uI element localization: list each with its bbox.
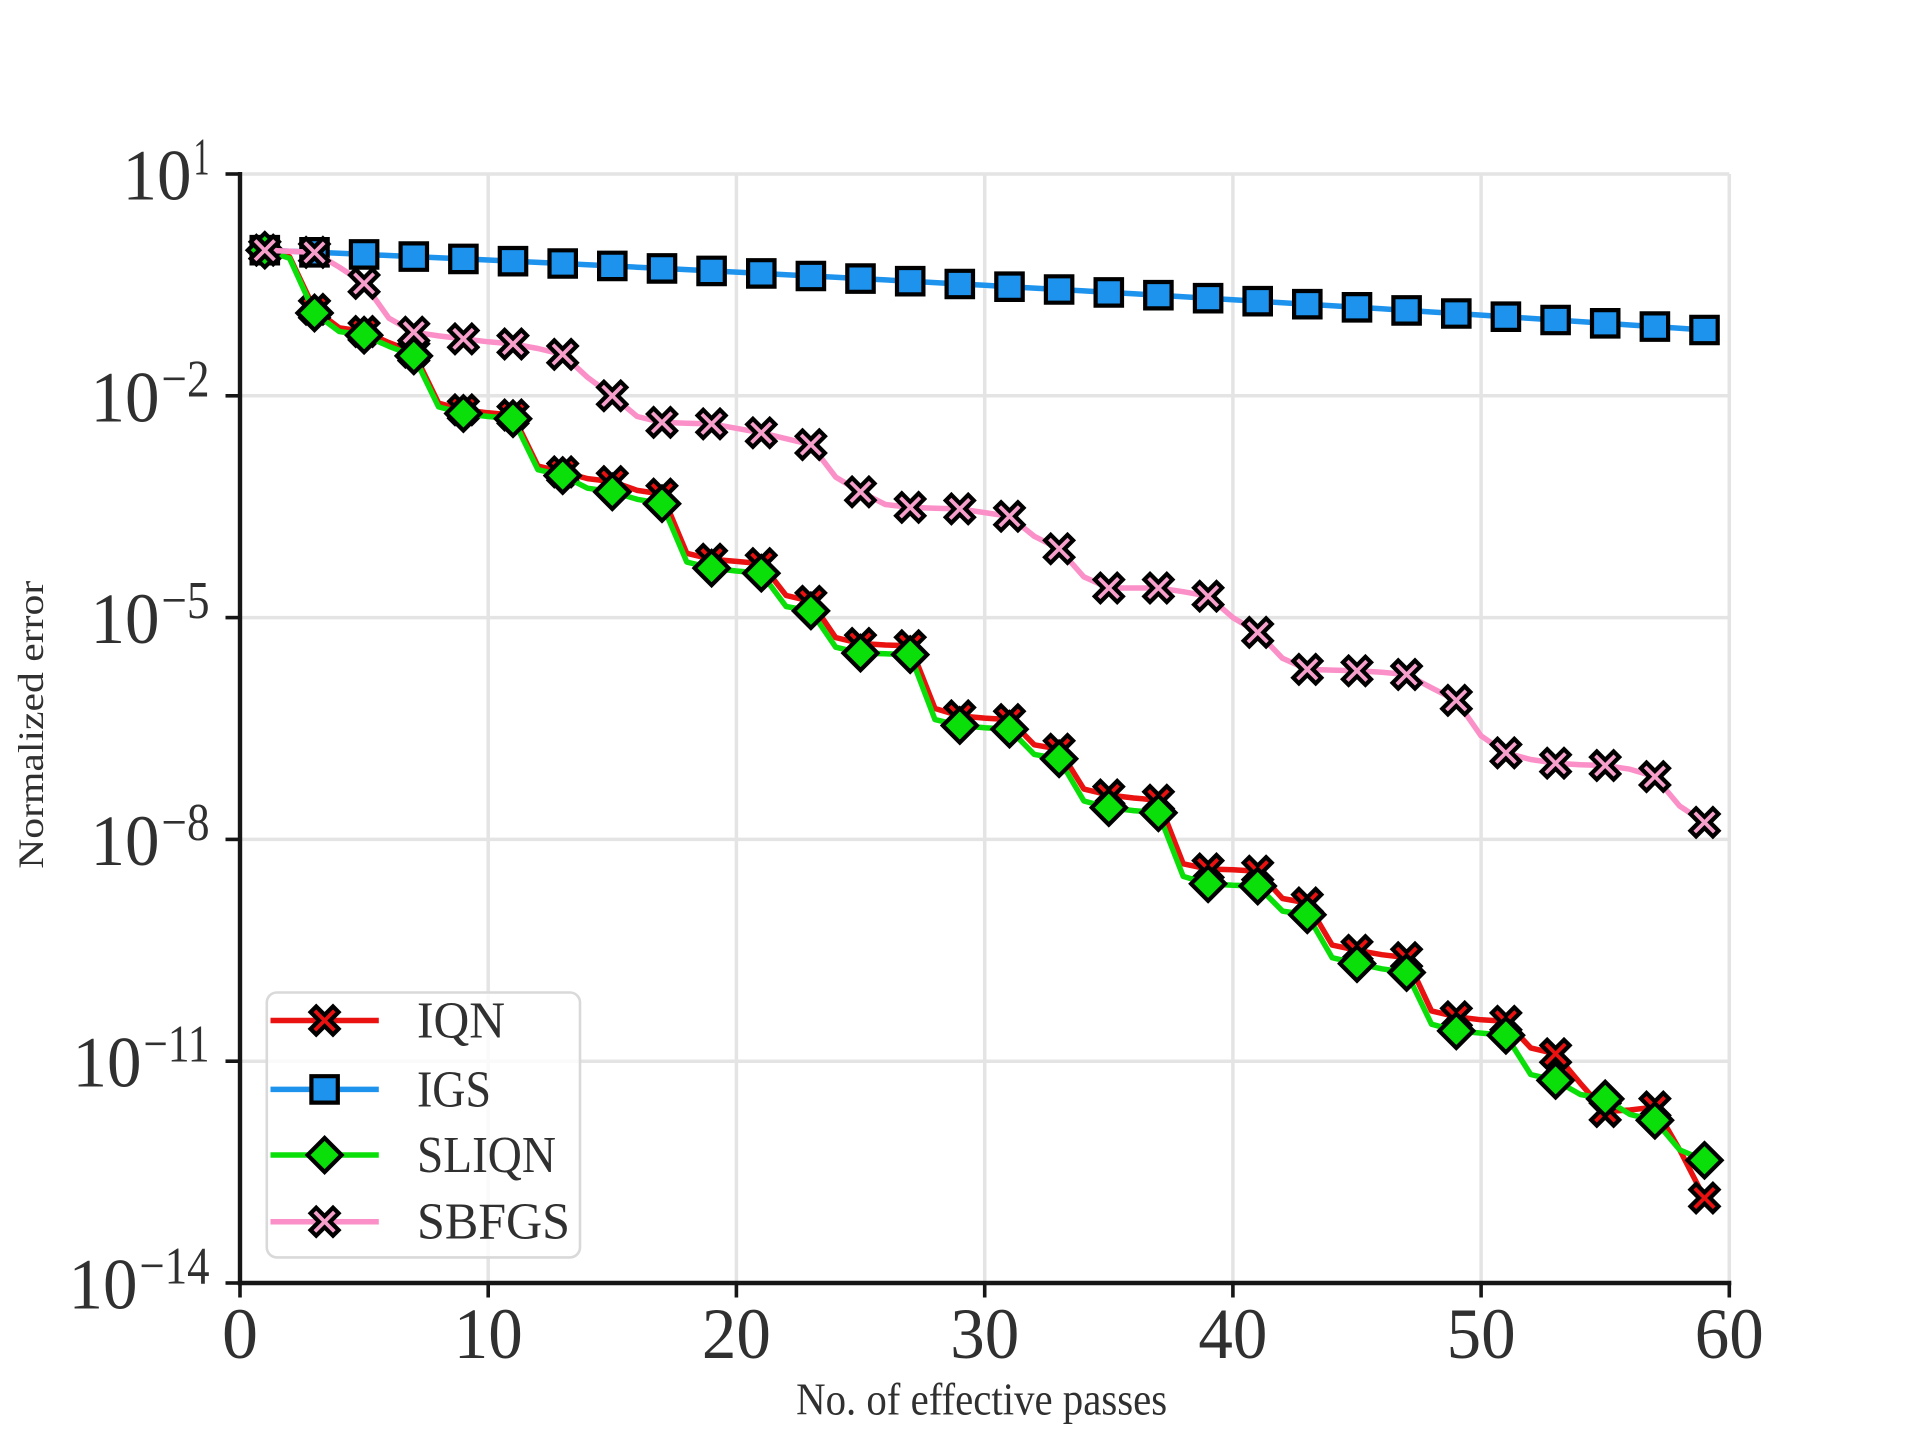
svg-text:10: 10 xyxy=(91,357,160,437)
svg-text:40: 40 xyxy=(1198,1294,1267,1374)
svg-text:SBFGS: SBFGS xyxy=(417,1194,570,1251)
svg-text:10: 10 xyxy=(123,136,192,216)
svg-text:−5: −5 xyxy=(162,572,210,630)
svg-text:10: 10 xyxy=(454,1294,523,1374)
svg-text:20: 20 xyxy=(702,1294,771,1374)
svg-text:60: 60 xyxy=(1695,1294,1764,1374)
svg-text:10: 10 xyxy=(91,801,160,881)
svg-text:30: 30 xyxy=(950,1294,1019,1374)
svg-text:No. of effective passes: No. of effective passes xyxy=(796,1374,1167,1424)
svg-text:10: 10 xyxy=(69,1245,138,1325)
svg-text:10: 10 xyxy=(73,1023,142,1103)
svg-text:−14: −14 xyxy=(140,1238,210,1296)
svg-text:SLIQN: SLIQN xyxy=(417,1127,556,1184)
svg-text:−8: −8 xyxy=(162,794,210,852)
svg-text:IGS: IGS xyxy=(417,1061,491,1118)
svg-text:Normalized error: Normalized error xyxy=(11,581,51,869)
svg-text:−2: −2 xyxy=(162,350,210,408)
svg-text:−11: −11 xyxy=(144,1016,210,1074)
svg-text:1: 1 xyxy=(194,129,210,187)
svg-text:50: 50 xyxy=(1447,1294,1516,1374)
svg-text:IQN: IQN xyxy=(417,993,505,1050)
svg-text:10: 10 xyxy=(91,579,160,659)
svg-text:0: 0 xyxy=(222,1294,258,1374)
